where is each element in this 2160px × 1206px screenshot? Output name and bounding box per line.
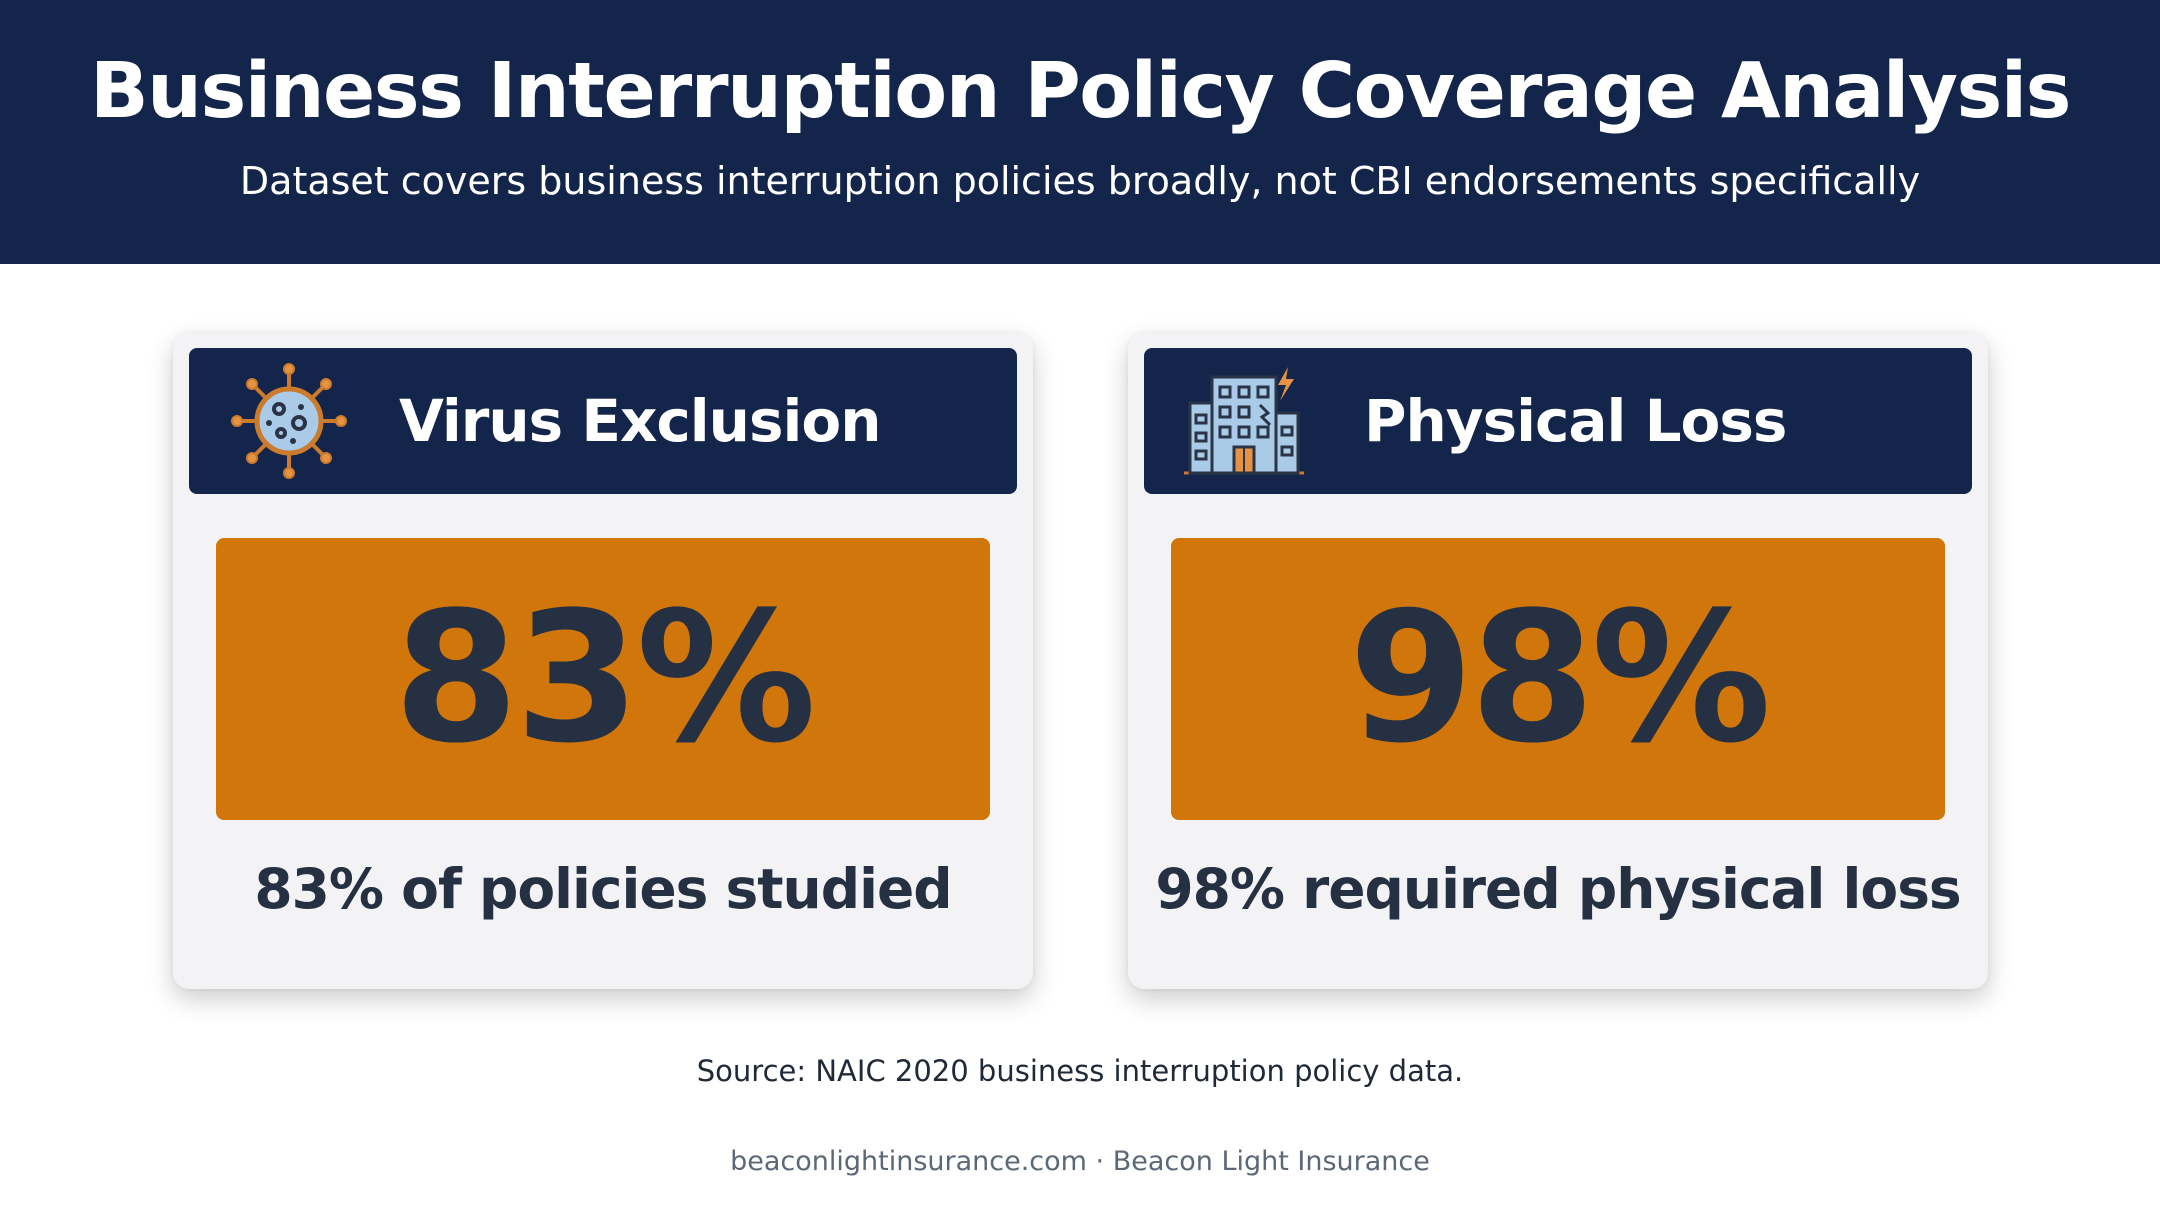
- stat-value: 98%: [1348, 574, 1772, 783]
- card-header: Virus Exclusion: [189, 348, 1017, 494]
- stat-box: 98%: [1171, 538, 1945, 820]
- stat-caption: 98% required physical loss: [1155, 857, 1961, 921]
- stat-value: 83%: [393, 574, 817, 783]
- virus-icon: [229, 361, 349, 481]
- virus-exclusion-card: Virus Exclusion 83% 83% of policies stud…: [173, 333, 1033, 989]
- stat-box: 83%: [216, 538, 990, 820]
- page-subtitle: Dataset covers business interruption pol…: [239, 159, 1921, 203]
- damaged-building-icon: [1184, 361, 1304, 481]
- card-title: Virus Exclusion: [399, 387, 881, 455]
- source-note: Source: NAIC 2020 business interruption …: [696, 1054, 1464, 1088]
- card-header: Physical Loss: [1144, 348, 1972, 494]
- footer-credit: beaconlightinsurance.com · Beacon Light …: [730, 1146, 1430, 1177]
- header-banner: Business Interruption Policy Coverage An…: [0, 0, 2160, 264]
- physical-loss-card: Physical Loss 98% 98% required physical …: [1128, 333, 1988, 989]
- stat-caption: 83% of policies studied: [254, 857, 952, 921]
- card-title: Physical Loss: [1364, 387, 1787, 455]
- page-title: Business Interruption Policy Coverage An…: [89, 47, 2072, 136]
